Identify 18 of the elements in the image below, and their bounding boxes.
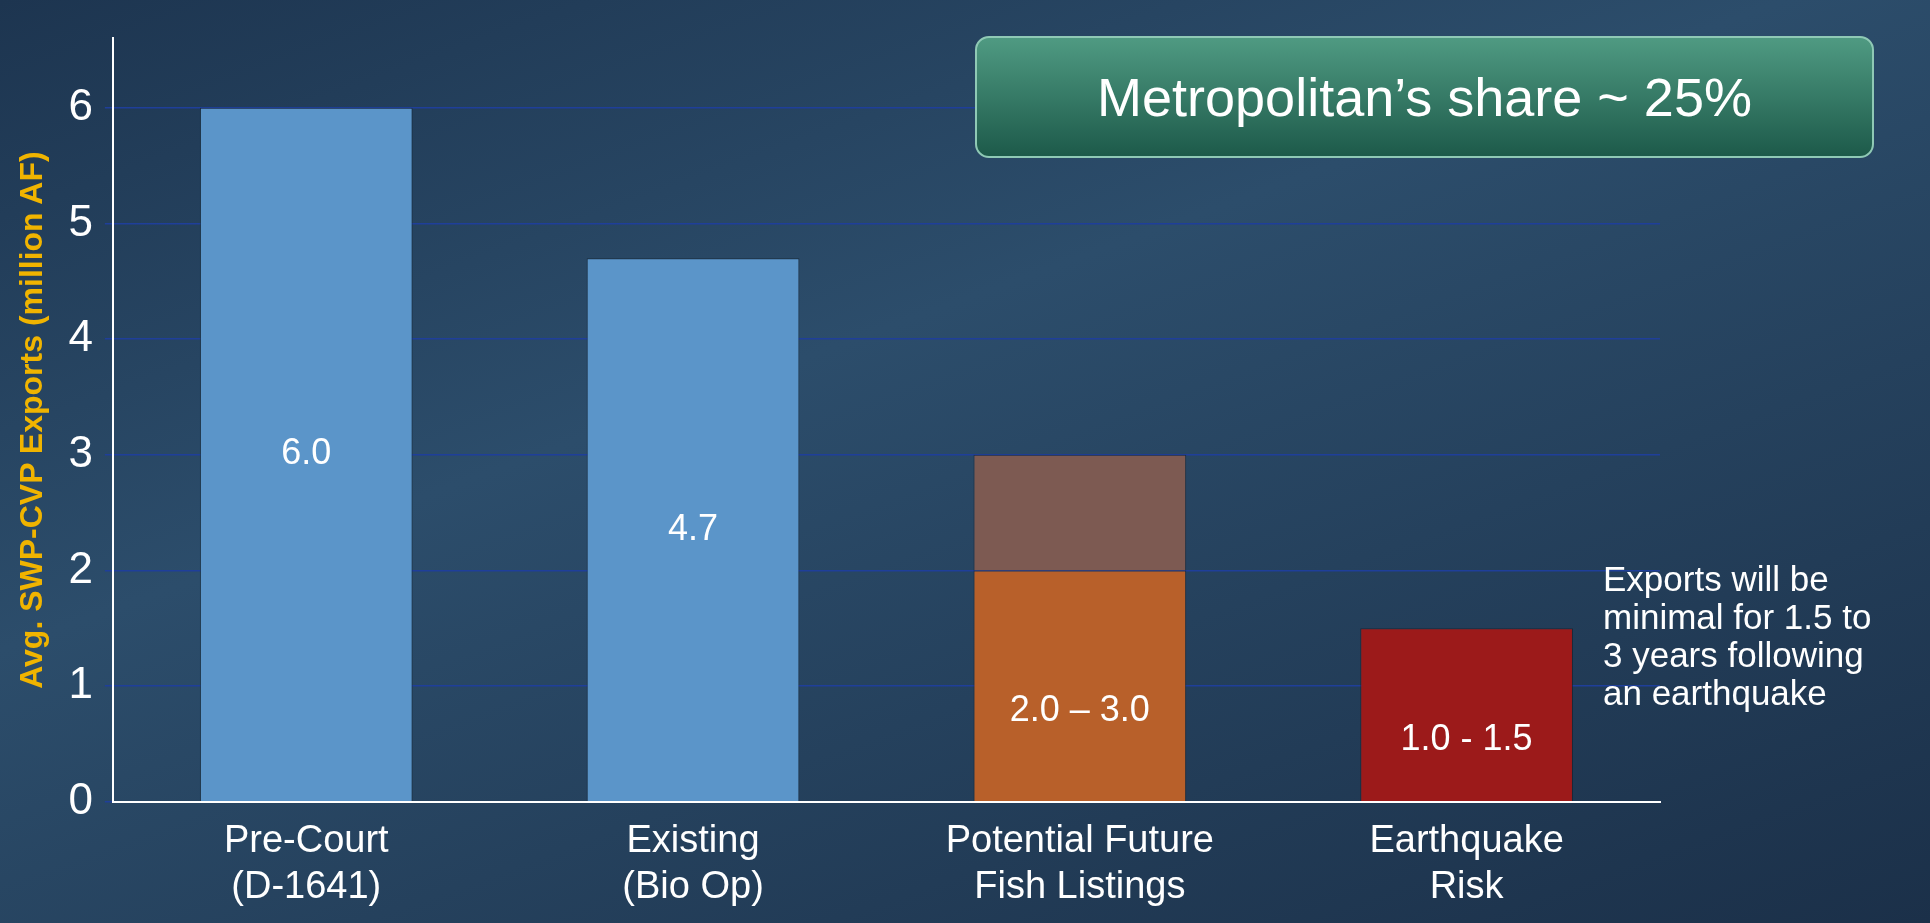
data-label: 4.7 xyxy=(668,506,719,548)
y-tick-label: 4 xyxy=(68,311,93,361)
y-tick-label: 3 xyxy=(68,426,93,476)
annotation: 1.0 - 1.5 xyxy=(1400,716,1533,758)
y-axis-title: Avg. SWP-CVP Exports (million AF) xyxy=(13,151,50,689)
y-tick-label: 1 xyxy=(68,658,93,708)
annotation: Exports will be minimal for 1.5 to 3 years following an earthquake xyxy=(1603,559,1873,712)
x-tick-label: Potential Future Fish Listings xyxy=(945,818,1214,906)
x-tick-label: Existing (Bio Op) xyxy=(622,818,764,906)
y-tick-label: 6 xyxy=(68,79,93,129)
y-tick-label: 2 xyxy=(68,542,93,592)
x-tick-label: Earthquake Risk xyxy=(1369,818,1564,906)
y-tick-label: 0 xyxy=(68,773,93,823)
y-tick-label: 5 xyxy=(68,195,93,245)
x-tick-label: Pre-Court (D-1641) xyxy=(223,818,390,906)
data-label: 6.0 xyxy=(281,431,332,473)
callout-box: Metropolitan’s share ~ 25% xyxy=(975,36,1874,158)
annotation: 2.0 – 3.0 xyxy=(1009,687,1150,729)
